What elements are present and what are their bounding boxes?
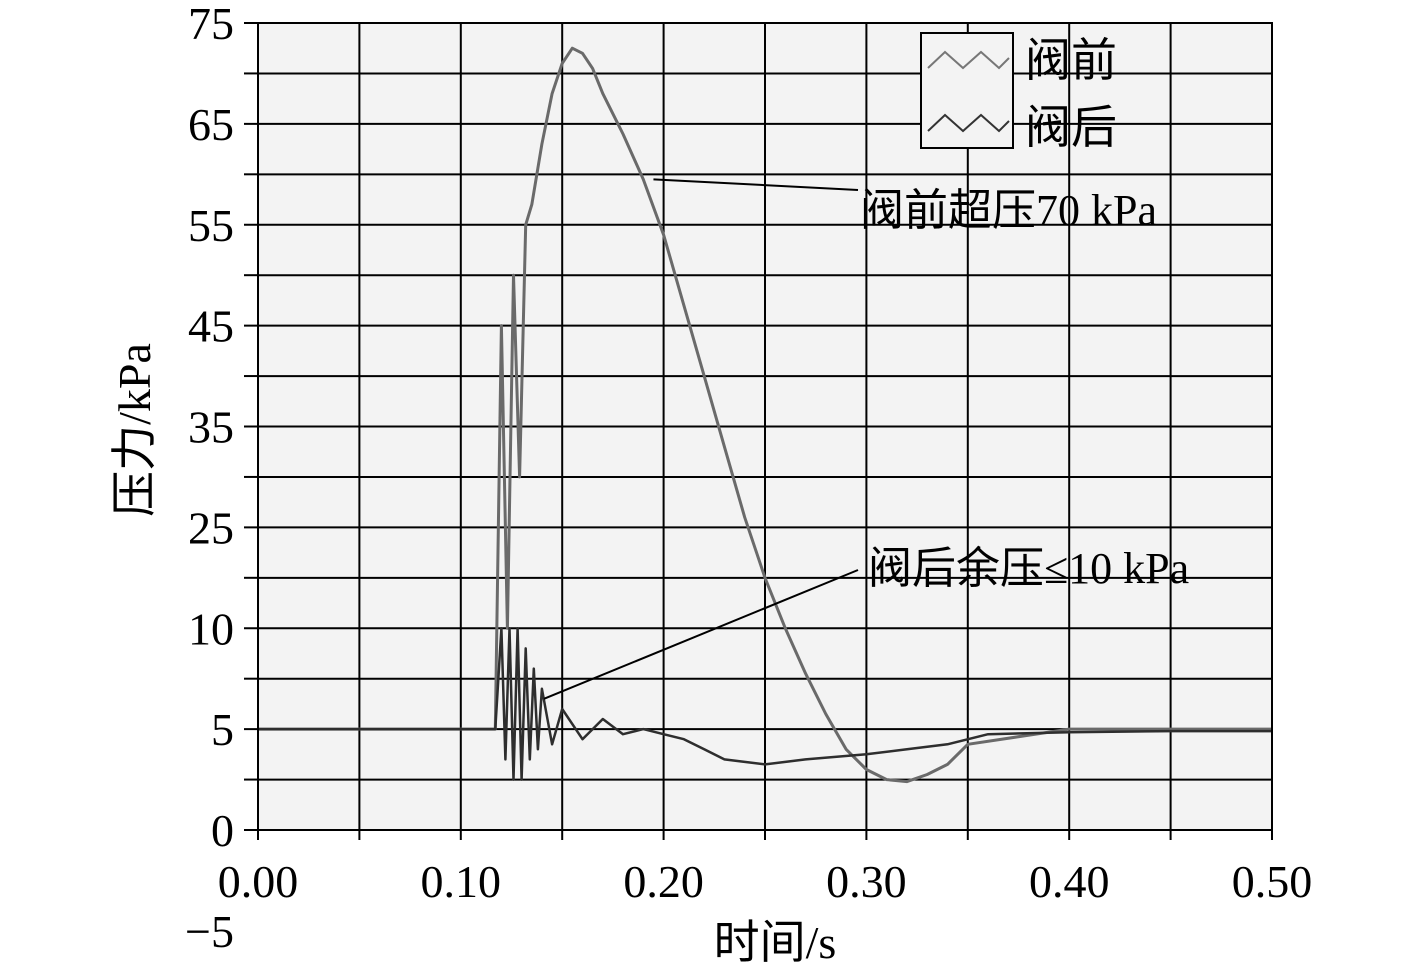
legend-swatch-series-1 (927, 113, 1010, 133)
y-axis-label: 压力/kPa (109, 343, 160, 517)
y-tick-label: 45 (188, 301, 234, 352)
y-tick-label: −5 (185, 906, 234, 957)
annotation-text: 阀前超压70 kPa (860, 186, 1157, 235)
x-tick-label: 0.10 (421, 856, 502, 907)
legend-label: 阀后 (1025, 102, 1117, 153)
series-layer (258, 46, 1272, 784)
series-line-1 (258, 627, 1272, 781)
x-tick-label: 0.50 (1232, 856, 1313, 907)
annotation-leader-line (653, 178, 859, 191)
annotation-text: 阀后余压≤10 kPa (868, 544, 1189, 593)
y-tick-label: 25 (188, 502, 234, 553)
axis-ticks: 0.00 0.10 0.20 0.30 0.40 0.50 75 65 55 45 35 25 10 5 0… (185, 0, 1312, 957)
y-tick-label: 5 (211, 704, 234, 755)
legend: 阀前 阀后 (920, 32, 1117, 153)
y-tick-label: 0 (211, 805, 234, 856)
x-tick-label: 0.00 (218, 856, 299, 907)
x-tick-label: 0.20 (623, 856, 704, 907)
x-tick-label: 0.30 (826, 856, 907, 907)
legend-swatch-series-0 (927, 50, 1010, 70)
y-tick-label: 55 (188, 200, 234, 251)
y-tick-label: 35 (188, 402, 234, 453)
y-tick-label: 75 (188, 0, 234, 49)
annotation-group: 阀前超压70 kPa 阀后余压≤10 kPa (543, 178, 1189, 700)
legend-label: 阀前 (1025, 35, 1117, 86)
y-tick-label: 10 (188, 603, 234, 654)
annotation-leader-line (543, 569, 859, 700)
x-tick-label: 0.40 (1029, 856, 1110, 907)
y-tick-label: 65 (188, 99, 234, 150)
x-axis-label: 时间/s (714, 917, 837, 968)
series-line-0 (258, 46, 1272, 784)
